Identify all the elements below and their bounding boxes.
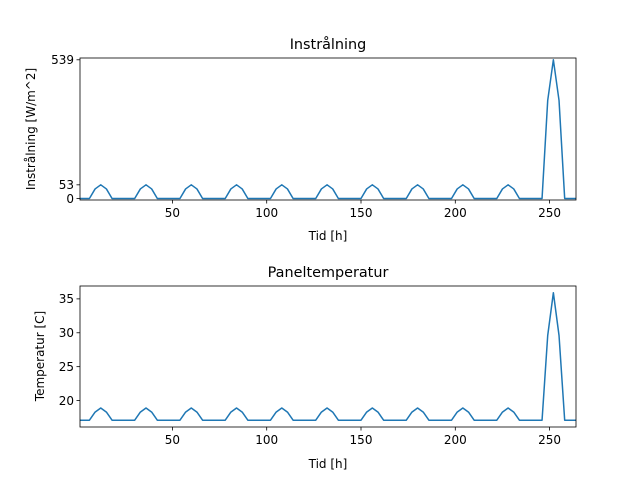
x-tick-label-irradiance: 200 [444, 206, 467, 220]
y-tick-label-irradiance: 539 [51, 53, 74, 67]
x-tick-label-panel-temperature: 50 [165, 433, 180, 447]
plot-area-panel-temperature: 50 100 150 200 250 20 25 30 35 [59, 285, 577, 447]
chart-title-irradiance: Instrålning [290, 36, 367, 53]
x-tick-label-panel-temperature: 100 [255, 433, 278, 447]
subplot-irradiance: Instrålning 50 100 150 200 250 053 539 Tid [h]… [24, 36, 577, 243]
x-axis-label-panel-temperature: Tid [h] [308, 457, 348, 471]
x-tick-label-irradiance: 250 [538, 206, 561, 220]
y-tick-label-irradiance: 53 [59, 178, 74, 192]
y-tick-label-panel-temperature: 25 [59, 360, 74, 374]
y-axis-label-irradiance: Instrålning [W/m^2] [24, 68, 38, 190]
axes-frame-panel-temperature [79, 285, 577, 428]
subplot-panel-temperature: Paneltemperatur 50 100 150 200 250 20 25 30 35 T… [33, 265, 577, 471]
y-tick-label-panel-temperature: 30 [59, 326, 74, 340]
y-tick-label-panel-temperature: 35 [59, 292, 74, 306]
x-tick-label-panel-temperature: 200 [444, 433, 467, 447]
chart-title-panel-temperature: Paneltemperatur [268, 265, 389, 281]
y-axis-label-panel-temperature: Temperatur [C] [33, 311, 47, 402]
x-tick-label-irradiance: 100 [255, 206, 278, 220]
x-tick-label-irradiance: 150 [350, 206, 373, 220]
x-axis-label-irradiance: Tid [h] [308, 229, 348, 243]
y-tick-label-panel-temperature: 20 [59, 394, 74, 408]
x-tick-label-panel-temperature: 150 [350, 433, 373, 447]
x-tick-label-irradiance: 50 [165, 206, 180, 220]
series-line-panel-temperature-0 [80, 292, 576, 421]
x-tick-label-panel-temperature: 250 [538, 433, 561, 447]
plot-area-irradiance: 50 100 150 200 250 053 539 [51, 53, 577, 220]
axes-frame-irradiance [79, 57, 577, 201]
y-tick-label-irradiance: 0 [66, 192, 74, 206]
series-line-irradiance-0 [80, 59, 576, 200]
